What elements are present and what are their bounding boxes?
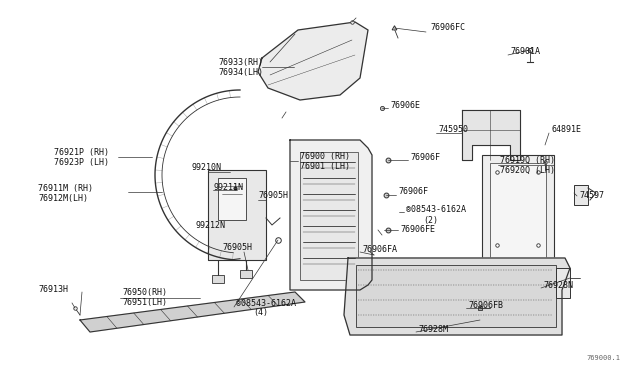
Bar xyxy=(482,155,554,270)
Bar xyxy=(356,265,556,327)
Text: ®08543-6162A: ®08543-6162A xyxy=(236,298,296,308)
Bar xyxy=(208,170,266,260)
Text: 74597: 74597 xyxy=(579,190,604,199)
Bar xyxy=(490,163,546,262)
Text: 76901A: 76901A xyxy=(510,48,540,57)
Text: 76905H: 76905H xyxy=(258,190,288,199)
Text: 76934(LH): 76934(LH) xyxy=(218,67,263,77)
Text: 76906FE: 76906FE xyxy=(400,224,435,234)
Text: 76901 (LH): 76901 (LH) xyxy=(300,161,350,170)
Text: 76928M: 76928M xyxy=(418,326,448,334)
Text: 76906FA: 76906FA xyxy=(362,246,397,254)
Text: 76919Q (RH): 76919Q (RH) xyxy=(500,155,555,164)
Bar xyxy=(240,270,252,278)
Text: 76906E: 76906E xyxy=(390,100,420,109)
Text: 769000.1: 769000.1 xyxy=(586,355,620,361)
Text: (4): (4) xyxy=(253,308,268,317)
Text: 745950: 745950 xyxy=(438,125,468,135)
Text: 76906FC: 76906FC xyxy=(430,23,465,32)
Text: 99212N: 99212N xyxy=(196,221,226,230)
Polygon shape xyxy=(344,258,570,335)
Text: 76906FB: 76906FB xyxy=(468,301,503,310)
Text: 76950(RH): 76950(RH) xyxy=(122,289,167,298)
Text: (2): (2) xyxy=(423,215,438,224)
Bar xyxy=(212,275,224,283)
Text: 76900 (RH): 76900 (RH) xyxy=(300,151,350,160)
Text: 76928N: 76928N xyxy=(543,280,573,289)
Text: 76933(RH): 76933(RH) xyxy=(218,58,263,67)
Polygon shape xyxy=(258,22,368,100)
Polygon shape xyxy=(462,110,520,160)
Bar xyxy=(300,152,358,280)
Text: 64891E: 64891E xyxy=(551,125,581,135)
Text: 76906F: 76906F xyxy=(398,187,428,196)
Polygon shape xyxy=(80,292,305,332)
Text: 76951(LH): 76951(LH) xyxy=(122,298,167,308)
Text: 76911M (RH): 76911M (RH) xyxy=(38,183,93,192)
Text: 99210N: 99210N xyxy=(192,164,222,173)
Text: 76912M(LH): 76912M(LH) xyxy=(38,193,88,202)
Text: 76920Q (LH): 76920Q (LH) xyxy=(500,166,555,174)
Text: 76913H: 76913H xyxy=(38,285,68,295)
Bar xyxy=(574,185,588,205)
Text: 76923P (LH): 76923P (LH) xyxy=(54,157,109,167)
Text: ®08543-6162A: ®08543-6162A xyxy=(406,205,466,215)
Text: 76921P (RH): 76921P (RH) xyxy=(54,148,109,157)
Text: 76906F: 76906F xyxy=(410,153,440,161)
Bar xyxy=(556,268,570,298)
Text: 99211N: 99211N xyxy=(213,183,243,192)
Polygon shape xyxy=(290,140,372,290)
Bar xyxy=(218,178,246,220)
Text: 76905H: 76905H xyxy=(222,244,252,253)
